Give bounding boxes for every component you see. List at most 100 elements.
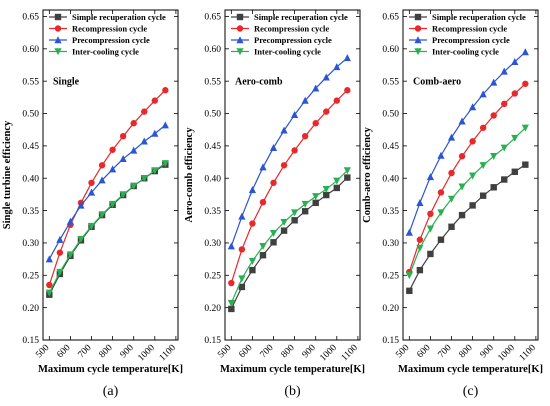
data-point-series-4 [291, 209, 299, 217]
y-tick-label: 0.40 [204, 174, 221, 184]
data-point-series-1 [228, 305, 235, 313]
data-point-series-3 [66, 217, 75, 225]
data-point-series-1 [259, 252, 267, 259]
y-tick-label: 0.15 [204, 336, 221, 346]
chart-panel-2: 0.15 0.20 0.25 0.30 0.35 0.40 0.45 0.50 0.55 0.60… [184, 9, 365, 399]
y-tick-label: 0.50 [22, 110, 39, 120]
y-tick-label: 0.35 [382, 207, 399, 217]
series-line-1 [230, 177, 348, 310]
data-point-series-2 [56, 249, 64, 256]
legend-label: Recompression cycle [72, 24, 147, 34]
data-point-series-4 [437, 209, 445, 217]
data-point-series-2 [427, 210, 434, 218]
data-point-series-2 [270, 179, 277, 186]
data-point-series-3 [248, 186, 257, 194]
subfigure-label: (a) [103, 384, 119, 399]
data-point-series-2 [162, 87, 169, 94]
x-tick-label: 900 [479, 343, 496, 360]
data-point-series-3 [490, 78, 498, 86]
data-point-series-2 [458, 153, 466, 160]
data-point-series-2 [280, 162, 288, 169]
data-point-series-3 [437, 151, 445, 159]
data-point-series-3 [511, 57, 519, 65]
x-tick-label: 700 [76, 343, 93, 360]
data-point-series-4 [322, 186, 330, 194]
data-point-series-1 [511, 168, 518, 175]
y-tick-label: 0.25 [382, 271, 399, 281]
x-tick-label: 1000 [318, 343, 339, 364]
data-point-series-3 [426, 173, 435, 181]
data-point-series-1 [522, 161, 529, 168]
y-tick-label: 0.45 [204, 142, 221, 152]
legend: Simple recuperation cycle Recompression c… [49, 12, 166, 57]
x-tick-label: 1100 [158, 343, 178, 363]
data-point-series-3 [322, 73, 330, 81]
data-point-series-4 [227, 299, 235, 307]
data-point-series-2 [448, 169, 455, 177]
legend: Simple recuperation cycle Recompression c… [409, 12, 526, 57]
chart-panel-1: 0.15 0.20 0.25 0.30 0.35 0.40 0.45 0.50 0.55 0.60… [2, 9, 183, 399]
data-point-series-4 [469, 172, 477, 180]
data-point-series-4 [416, 244, 424, 252]
y-tick-label: 0.60 [22, 45, 39, 55]
data-point-series-2 [522, 80, 529, 87]
y-tick-label: 0.65 [204, 13, 221, 23]
data-point-series-3 [238, 212, 246, 220]
legend-label: Recompression cycle [432, 24, 507, 34]
legend: Simple recuperation cycle Recompression c… [231, 12, 348, 57]
data-point-series-2 [228, 279, 235, 287]
data-point-series-3 [130, 146, 138, 154]
data-point-series-3 [140, 137, 148, 145]
data-point-series-2 [437, 189, 445, 196]
series-line-3 [230, 57, 348, 247]
series-line-1 [408, 164, 526, 292]
data-point-series-3 [98, 176, 106, 184]
data-point-series-3 [77, 201, 85, 209]
data-point-series-1 [323, 191, 330, 199]
x-tick-label: 1000 [136, 343, 157, 364]
y-tick-label: 0.55 [204, 77, 221, 87]
data-point-series-4 [119, 191, 127, 199]
data-point-series-2 [490, 112, 497, 119]
y-tick-label: 0.60 [382, 45, 399, 55]
data-point-series-4 [98, 211, 106, 219]
data-point-series-2 [88, 179, 95, 186]
y-tick-label: 0.25 [204, 271, 221, 281]
y-tick-label: 0.65 [22, 13, 39, 23]
data-point-series-3 [227, 242, 235, 250]
data-point-series-2 [416, 236, 424, 243]
panel-annotation: Aero-comb [235, 76, 283, 87]
data-point-series-3 [56, 235, 64, 243]
y-tick-label: 0.20 [204, 304, 221, 314]
data-point-series-4 [66, 251, 75, 259]
data-point-series-2 [109, 146, 116, 153]
legend-marker [236, 13, 244, 21]
data-point-series-2 [469, 138, 476, 145]
y-tick-label: 0.30 [22, 239, 39, 249]
series-line-4 [408, 127, 526, 276]
data-point-series-3 [405, 228, 413, 236]
series-line-4 [230, 170, 348, 304]
data-point-series-4 [269, 230, 278, 238]
data-point-series-3 [312, 84, 320, 92]
legend-marker [54, 48, 62, 56]
data-point-series-3 [479, 90, 487, 98]
chart-panel-3: 0.15 0.20 0.25 0.30 0.35 0.40 0.45 0.50 0.55 0.60… [362, 9, 543, 399]
series-line-3 [408, 51, 526, 233]
subfigure-label: (b) [284, 384, 301, 399]
data-point-series-3 [259, 163, 267, 171]
data-point-series-4 [500, 144, 508, 152]
y-tick-label: 0.20 [22, 304, 39, 314]
data-point-series-4 [280, 219, 288, 227]
legend-label: Simple recuperation cycle [254, 12, 348, 22]
y-tick-label: 0.40 [382, 174, 399, 184]
data-point-series-3 [291, 111, 299, 119]
data-point-series-1 [291, 217, 298, 224]
data-point-series-1 [479, 192, 487, 199]
data-point-series-2 [238, 246, 246, 253]
x-tick-label: 700 [436, 343, 453, 360]
data-point-series-4 [511, 134, 519, 142]
y-tick-label: 0.15 [382, 336, 399, 346]
y-tick-label: 0.45 [382, 142, 399, 152]
data-point-series-2 [291, 147, 298, 154]
